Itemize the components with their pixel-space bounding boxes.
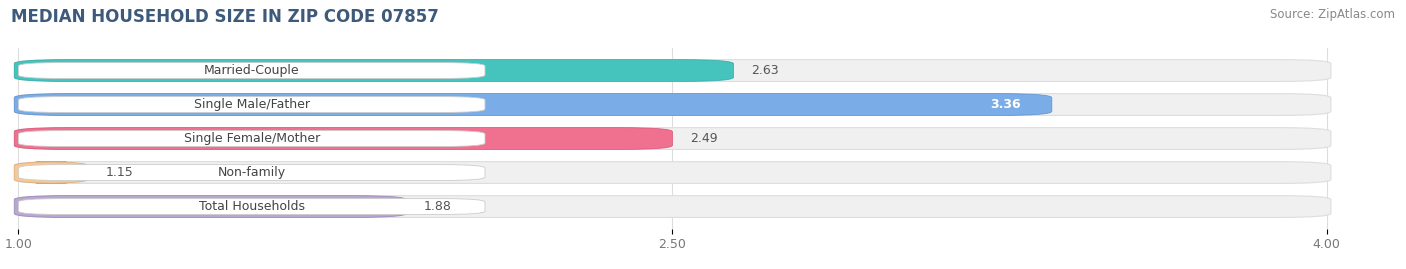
FancyBboxPatch shape (14, 162, 1331, 183)
Text: 2.63: 2.63 (751, 64, 779, 77)
Text: Single Male/Father: Single Male/Father (194, 98, 309, 111)
FancyBboxPatch shape (14, 128, 1331, 149)
Text: Source: ZipAtlas.com: Source: ZipAtlas.com (1270, 8, 1395, 21)
Text: Single Female/Mother: Single Female/Mother (184, 132, 319, 145)
Text: Total Households: Total Households (198, 200, 305, 213)
FancyBboxPatch shape (18, 199, 485, 214)
Text: 3.36: 3.36 (991, 98, 1021, 111)
FancyBboxPatch shape (14, 196, 406, 217)
Text: 1.15: 1.15 (105, 166, 134, 179)
FancyBboxPatch shape (14, 94, 1052, 115)
Text: Non-family: Non-family (218, 166, 285, 179)
FancyBboxPatch shape (14, 196, 1331, 217)
FancyBboxPatch shape (18, 165, 485, 180)
Text: 1.88: 1.88 (425, 200, 451, 213)
FancyBboxPatch shape (18, 131, 485, 146)
FancyBboxPatch shape (14, 60, 1331, 82)
Text: 2.49: 2.49 (690, 132, 717, 145)
FancyBboxPatch shape (14, 60, 734, 82)
FancyBboxPatch shape (18, 97, 485, 112)
FancyBboxPatch shape (18, 63, 485, 79)
Text: Married-Couple: Married-Couple (204, 64, 299, 77)
FancyBboxPatch shape (14, 94, 1331, 115)
FancyBboxPatch shape (14, 128, 672, 149)
FancyBboxPatch shape (14, 162, 89, 183)
Text: MEDIAN HOUSEHOLD SIZE IN ZIP CODE 07857: MEDIAN HOUSEHOLD SIZE IN ZIP CODE 07857 (11, 8, 439, 26)
